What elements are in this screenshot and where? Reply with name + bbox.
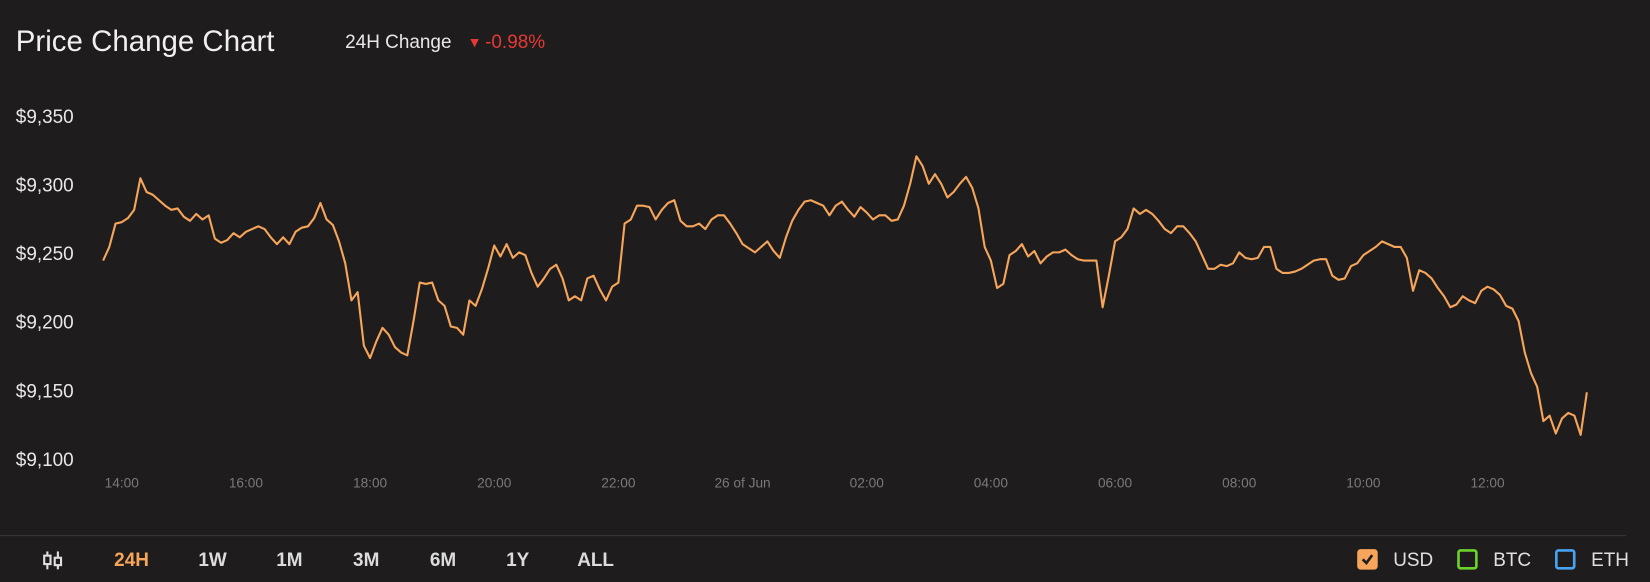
legend-label[interactable]: USD	[1393, 550, 1433, 571]
price-line	[102, 155, 1588, 436]
y-tick-label: $9,200	[16, 313, 74, 334]
change-arrow	[470, 38, 479, 48]
x-tick-label: 22:00	[601, 476, 636, 491]
x-tick-label: 26 of Jun	[714, 476, 770, 491]
y-tick-label: $9,300	[16, 176, 74, 197]
range-button[interactable]: 3M	[353, 550, 379, 571]
y-tick-label: $9,100	[16, 450, 74, 471]
currency-label[interactable]: BTC	[1493, 550, 1531, 571]
chart-title: Price Change Chart	[16, 25, 275, 58]
x-tick-label: 12:00	[1470, 476, 1505, 491]
currency-label[interactable]: ETH	[1591, 550, 1629, 571]
range-button[interactable]: ALL	[577, 550, 614, 571]
y-tick-label: $9,150	[16, 381, 74, 402]
legend-checkbox[interactable]	[1357, 549, 1378, 570]
range-button[interactable]: 1Y	[506, 550, 530, 571]
currency-checkbox[interactable]	[1555, 549, 1576, 570]
x-tick-label: 06:00	[1098, 476, 1133, 491]
range-button[interactable]: 6M	[430, 550, 456, 571]
y-tick-label: $9,250	[16, 244, 74, 265]
x-tick-label: 14:00	[105, 476, 140, 491]
change-value: -0.98%	[485, 32, 545, 53]
x-tick-label: 16:00	[229, 476, 264, 491]
x-tick-label: 10:00	[1346, 476, 1381, 491]
y-tick-label: $9,350	[16, 107, 74, 128]
x-tick-label: 20:00	[477, 476, 512, 491]
chart-type-icon[interactable]	[43, 551, 63, 570]
x-tick-label: 04:00	[974, 476, 1009, 491]
checkmark	[1361, 554, 1374, 566]
x-tick-label: 02:00	[850, 476, 885, 491]
x-tick-label: 08:00	[1222, 476, 1257, 491]
range-button[interactable]: 1W	[198, 550, 227, 571]
range-button[interactable]: 1M	[276, 550, 302, 571]
range-button[interactable]: 24H	[114, 550, 149, 571]
currency-checkbox[interactable]	[1457, 549, 1478, 570]
change-label: 24H Change	[345, 32, 451, 53]
x-tick-label: 18:00	[353, 476, 388, 491]
